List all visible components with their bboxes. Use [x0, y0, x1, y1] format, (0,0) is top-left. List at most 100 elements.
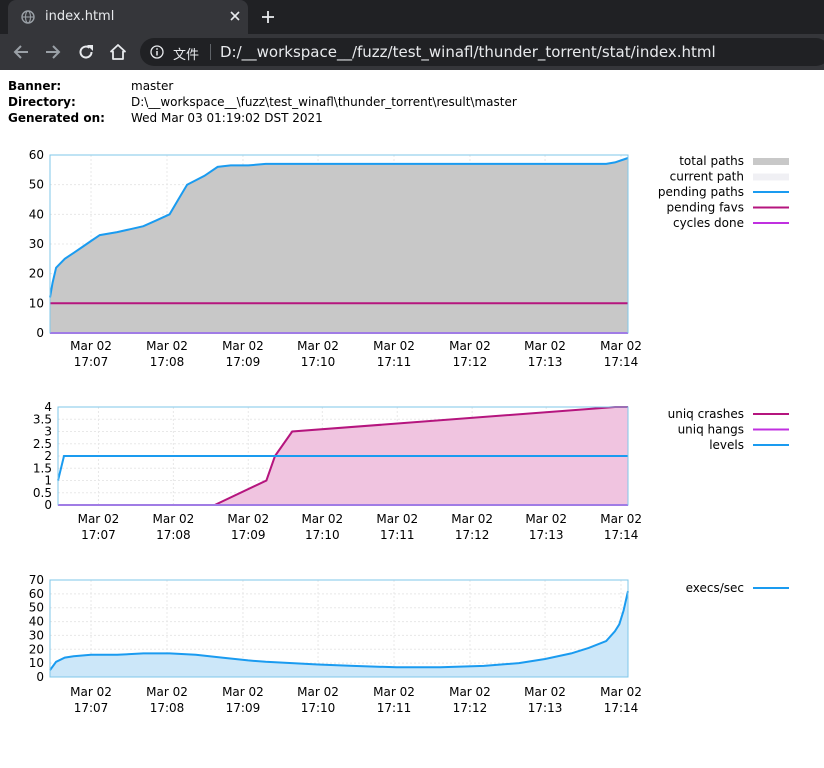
tab-strip: index.html [0, 0, 824, 34]
x-tick-label: Mar 02 [153, 512, 195, 526]
x-tick-label: Mar 02 [297, 339, 339, 353]
x-tick-label: Mar 02 [222, 685, 264, 699]
x-tick-label: 17:08 [150, 355, 185, 369]
y-tick-label: 1.5 [33, 461, 52, 475]
directory-key: Directory: [8, 95, 76, 109]
x-tick-label: 17:12 [455, 528, 490, 542]
browser-toolbar: 文件 D:/__workspace__/fuzz/test_winafl/thu… [0, 34, 824, 70]
legend-label: execs/sec [686, 581, 744, 595]
x-tick-label: 17:10 [301, 701, 336, 715]
legend-label: pending favs [666, 201, 744, 215]
paths-chart: 0 10 20 30 40 50 60 Mar 02 17:07 Mar 02 17:08 Mar 0… [29, 148, 789, 369]
x-tick-label: Mar 02 [227, 512, 269, 526]
x-tick-label: Mar 02 [373, 339, 415, 353]
x-tick-label: Mar 02 [222, 339, 264, 353]
address-divider [210, 44, 211, 60]
back-arrow-icon[interactable] [12, 43, 30, 61]
y-tick-label: 2 [44, 449, 52, 463]
y-tick-label: 0.5 [33, 486, 52, 500]
series-line [57, 455, 628, 481]
legend-swatch [753, 158, 789, 165]
y-tick-label: 10 [29, 656, 44, 670]
crashes-chart: 00.511.522.533.54 Mar 02 17:07 Mar 02 17:08 M… [33, 400, 789, 542]
x-tick-label: 17:09 [231, 528, 266, 542]
banner-value: master [131, 79, 174, 93]
x-tick-label: 17:11 [377, 355, 412, 369]
y-tick-label: 0 [36, 326, 44, 340]
y-tick-label: 1 [44, 474, 52, 488]
x-tick-label: 17:13 [528, 355, 563, 369]
x-tick-label: 17:12 [453, 355, 488, 369]
x-tick-label: 17:12 [453, 701, 488, 715]
x-tick-label: Mar 02 [70, 685, 112, 699]
y-tick-label: 30 [29, 237, 44, 251]
x-tick-label: 17:14 [604, 701, 639, 715]
x-tick-label: Mar 02 [600, 339, 642, 353]
banner-key: Banner: [8, 79, 62, 93]
x-tick-label: 17:11 [380, 528, 415, 542]
info-icon[interactable] [150, 45, 164, 59]
legend-label: current path [670, 170, 744, 184]
legend-swatch [753, 173, 789, 181]
generated-on-value: Wed Mar 03 01:19:02 DST 2021 [131, 111, 323, 125]
x-tick-label: 17:14 [604, 528, 639, 542]
x-tick-label: 17:13 [528, 701, 563, 715]
y-tick-label: 0 [36, 670, 44, 684]
x-tick-label: 17:08 [150, 701, 185, 715]
x-tick-label: Mar 02 [146, 685, 188, 699]
x-tick-label: Mar 02 [600, 685, 642, 699]
new-tab-plus-icon[interactable] [260, 9, 276, 25]
x-tick-label: Mar 02 [373, 685, 415, 699]
y-tick-label: 40 [29, 615, 44, 629]
x-tick-label: 17:13 [529, 528, 564, 542]
y-tick-label: 0 [44, 498, 52, 512]
legend-label: levels [709, 438, 744, 452]
x-tick-label: 17:10 [301, 355, 336, 369]
x-tick-label: Mar 02 [449, 685, 491, 699]
y-tick-label: 70 [29, 573, 44, 587]
legend-label: total paths [679, 154, 744, 168]
y-tick-label: 50 [29, 601, 44, 615]
plot-border [57, 406, 629, 506]
x-tick-label: 17:07 [74, 355, 109, 369]
series-area [50, 591, 628, 677]
y-tick-label: 40 [29, 207, 44, 221]
x-tick-label: 17:09 [226, 355, 261, 369]
y-tick-label: 60 [29, 148, 44, 162]
x-tick-label: Mar 02 [301, 512, 343, 526]
x-tick-label: Mar 02 [525, 512, 567, 526]
globe-icon [21, 10, 35, 24]
x-tick-label: 17:07 [74, 701, 109, 715]
x-tick-label: 17:10 [305, 528, 340, 542]
x-tick-label: Mar 02 [146, 339, 188, 353]
y-tick-label: 3 [44, 425, 52, 439]
x-tick-label: Mar 02 [70, 339, 112, 353]
series-line [49, 157, 629, 298]
x-tick-label: Mar 02 [297, 685, 339, 699]
close-tab-icon[interactable] [228, 9, 242, 23]
y-tick-label: 20 [29, 642, 44, 656]
x-tick-label: Mar 02 [78, 512, 120, 526]
reload-icon[interactable] [77, 43, 95, 61]
legend-label: uniq crashes [668, 407, 744, 421]
y-tick-label: 3.5 [33, 412, 52, 426]
y-tick-label: 30 [29, 628, 44, 642]
x-tick-label: 17:14 [604, 355, 639, 369]
forward-arrow-icon[interactable] [44, 43, 62, 61]
x-tick-label: 17:11 [377, 701, 412, 715]
url-text[interactable]: D:/__workspace__/fuzz/test_winafl/thunde… [220, 43, 716, 61]
plot-border [49, 154, 629, 334]
x-tick-label: Mar 02 [524, 339, 566, 353]
plot-border [49, 579, 629, 678]
x-tick-label: Mar 02 [449, 339, 491, 353]
generated-on-key: Generated on: [8, 111, 105, 125]
tab-index-html[interactable]: index.html [8, 0, 248, 34]
directory-value: D:\__workspace__\fuzz\test_winafl\thunde… [131, 95, 517, 109]
file-scheme-label: 文件 [173, 48, 200, 63]
legend-label: cycles done [673, 216, 744, 230]
address-bar[interactable]: 文件 D:/__workspace__/fuzz/test_winafl/thu… [140, 38, 824, 66]
x-tick-label: Mar 02 [600, 512, 642, 526]
y-tick-label: 20 [29, 267, 44, 281]
home-icon[interactable] [109, 43, 127, 61]
